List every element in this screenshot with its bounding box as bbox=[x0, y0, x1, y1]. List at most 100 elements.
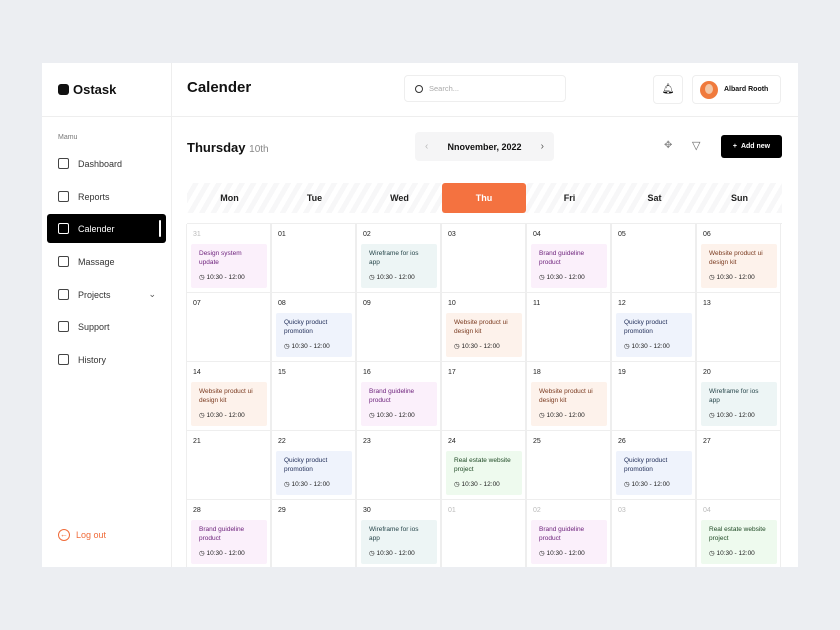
event-card[interactable]: Quicky product promotion ◷ 10:30 - 12:00 bbox=[276, 451, 352, 495]
event-card[interactable]: Brand guideline product ◷ 10:30 - 12:00 bbox=[531, 520, 607, 564]
event-card[interactable]: Wireframe for ios app ◷ 10:30 - 12:00 bbox=[701, 382, 777, 426]
event-time-text: 10:30 - 12:00 bbox=[461, 481, 500, 488]
event-card[interactable]: Brand guideline product ◷ 10:30 - 12:00 bbox=[531, 244, 607, 288]
day-cell[interactable]: 19 bbox=[611, 362, 696, 431]
day-cell[interactable]: 18 Website product ui design kit ◷ 10:30 -… bbox=[526, 362, 611, 431]
day-cell[interactable]: 23 bbox=[356, 431, 441, 500]
event-time: ◷ 10:30 - 12:00 bbox=[369, 274, 415, 281]
event-time-text: 10:30 - 12:00 bbox=[291, 481, 330, 488]
event-card[interactable]: Wireframe for ios app ◷ 10:30 - 12:00 bbox=[361, 244, 437, 288]
notifications-button[interactable]: 🔔︎ bbox=[653, 75, 683, 104]
day-cell[interactable]: 03 bbox=[611, 500, 696, 567]
event-title: Quicky product promotion bbox=[624, 319, 668, 335]
search-input[interactable]: Search... bbox=[404, 75, 566, 102]
sidebar-item-calender[interactable]: Calender bbox=[47, 214, 166, 243]
divider bbox=[42, 116, 172, 117]
day-cell[interactable]: 31 Design system update ◷ 10:30 - 12:00 bbox=[186, 224, 271, 293]
logout-button[interactable]: ← Log out bbox=[58, 529, 106, 541]
day-cell[interactable]: 01 bbox=[441, 500, 526, 567]
event-card[interactable]: Real estate website project ◷ 10:30 - 12:… bbox=[701, 520, 777, 564]
day-cell[interactable]: 11 bbox=[526, 293, 611, 362]
day-number: 21 bbox=[193, 438, 201, 445]
event-card[interactable]: Wireframe for ios app ◷ 10:30 - 12:00 bbox=[361, 520, 437, 564]
day-cell[interactable]: 24 Real estate website project ◷ 10:30 - 1… bbox=[441, 431, 526, 500]
app-window: Ostask Mamu Dashboard Reports Calender Mass… bbox=[42, 63, 798, 567]
day-cell[interactable]: 12 Quicky product promotion ◷ 10:30 - 12:0… bbox=[611, 293, 696, 362]
sidebar-item-support[interactable]: Support bbox=[47, 312, 166, 341]
event-title: Quicky product promotion bbox=[284, 457, 328, 473]
event-card[interactable]: Brand guideline product ◷ 10:30 - 12:00 bbox=[191, 520, 267, 564]
event-time-text: 10:30 - 12:00 bbox=[376, 274, 415, 281]
day-cell[interactable]: 07 bbox=[186, 293, 271, 362]
day-cell[interactable]: 28 Brand guideline product ◷ 10:30 - 12:00 bbox=[186, 500, 271, 567]
day-number: 30 bbox=[363, 507, 371, 514]
event-card[interactable]: Website product ui design kit ◷ 10:30 - 1… bbox=[531, 382, 607, 426]
event-card[interactable]: Quicky product promotion ◷ 10:30 - 12:00 bbox=[616, 313, 692, 357]
day-cell[interactable]: 03 bbox=[441, 224, 526, 293]
day-cell[interactable]: 08 Quicky product promotion ◷ 10:30 - 12:0… bbox=[271, 293, 356, 362]
user-menu[interactable]: Albard Rooth bbox=[692, 75, 781, 104]
day-number: 18 bbox=[533, 369, 541, 376]
event-time: ◷ 10:30 - 12:00 bbox=[199, 550, 245, 557]
day-cell[interactable]: 05 bbox=[611, 224, 696, 293]
day-number: 04 bbox=[703, 507, 711, 514]
day-number: 24 bbox=[448, 438, 456, 445]
filter-icon[interactable]: ▽ bbox=[692, 140, 701, 152]
day-cell[interactable]: 04 Brand guideline product ◷ 10:30 - 12:00 bbox=[526, 224, 611, 293]
logo[interactable]: Ostask bbox=[58, 81, 116, 97]
weekday-wed: Wed bbox=[390, 193, 409, 203]
add-new-button[interactable]: + Add new bbox=[721, 135, 782, 158]
search-placeholder: Search... bbox=[429, 84, 460, 93]
event-card[interactable]: Design system update ◷ 10:30 - 12:00 bbox=[191, 244, 267, 288]
day-cell[interactable]: 15 bbox=[271, 362, 356, 431]
event-time: ◷ 10:30 - 12:00 bbox=[624, 343, 670, 350]
day-number: 01 bbox=[278, 231, 286, 238]
sidebar-item-massage[interactable]: Massage bbox=[47, 247, 166, 276]
event-card[interactable]: Website product ui design kit ◷ 10:30 - 1… bbox=[701, 244, 777, 288]
move-icon[interactable]: ✥ bbox=[664, 140, 673, 151]
chevron-down-icon[interactable]: ⌄ bbox=[148, 289, 156, 299]
event-card[interactable]: Real estate website project ◷ 10:30 - 12:… bbox=[446, 451, 522, 495]
day-cell[interactable]: 21 bbox=[186, 431, 271, 500]
next-month-button[interactable]: › bbox=[540, 141, 544, 152]
day-cell[interactable]: 13 bbox=[696, 293, 781, 362]
event-card[interactable]: Quicky product promotion ◷ 10:30 - 12:00 bbox=[276, 313, 352, 357]
event-card[interactable]: Brand guideline product ◷ 10:30 - 12:00 bbox=[361, 382, 437, 426]
day-cell[interactable]: 14 Website product ui design kit ◷ 10:30 -… bbox=[186, 362, 271, 431]
event-card[interactable]: Website product ui design kit ◷ 10:30 - 1… bbox=[191, 382, 267, 426]
day-cell[interactable]: 17 bbox=[441, 362, 526, 431]
day-cell[interactable]: 02 Brand guideline product ◷ 10:30 - 12:00 bbox=[526, 500, 611, 567]
sidebar-item-label: Support bbox=[78, 321, 110, 332]
sidebar-item-reports[interactable]: Reports bbox=[47, 182, 166, 211]
event-card[interactable]: Quicky product promotion ◷ 10:30 - 12:00 bbox=[616, 451, 692, 495]
sidebar-item-history[interactable]: History bbox=[47, 345, 166, 374]
day-cell[interactable]: 25 bbox=[526, 431, 611, 500]
day-cell[interactable]: 20 Wireframe for ios app ◷ 10:30 - 12:00 bbox=[696, 362, 781, 431]
sidebar-item-label: History bbox=[78, 354, 107, 365]
day-cell[interactable]: 01 bbox=[271, 224, 356, 293]
event-card[interactable]: Website product ui design kit ◷ 10:30 - 1… bbox=[446, 313, 522, 357]
prev-month-button[interactable]: ‹ bbox=[425, 141, 429, 152]
sidebar-item-dashboard[interactable]: Dashboard bbox=[47, 149, 166, 178]
day-cell[interactable]: 02 Wireframe for ios app ◷ 10:30 - 12:00 bbox=[356, 224, 441, 293]
day-cell[interactable]: 09 bbox=[356, 293, 441, 362]
day-cell[interactable]: 27 bbox=[696, 431, 781, 500]
sidebar-item-label: Dashboard bbox=[78, 158, 123, 169]
day-number: 31 bbox=[193, 231, 201, 238]
day-cell[interactable]: 04 Real estate website project ◷ 10:30 - 1… bbox=[696, 500, 781, 567]
sidebar-item-projects[interactable]: Projects ⌄ bbox=[47, 280, 166, 309]
day-number: 03 bbox=[618, 507, 626, 514]
day-cell[interactable]: 10 Website product ui design kit ◷ 10:30 -… bbox=[441, 293, 526, 362]
day-cell[interactable]: 29 bbox=[271, 500, 356, 567]
event-time-text: 10:30 - 12:00 bbox=[716, 412, 755, 419]
headphones-icon bbox=[58, 321, 69, 332]
day-cell[interactable]: 16 Brand guideline product ◷ 10:30 - 12:00 bbox=[356, 362, 441, 431]
day-cell[interactable]: 06 Website product ui design kit ◷ 10:30 -… bbox=[696, 224, 781, 293]
event-title: Brand guideline product bbox=[199, 526, 245, 542]
day-cell[interactable]: 30 Wireframe for ios app ◷ 10:30 - 12:00 bbox=[356, 500, 441, 567]
weekday-sun: Sun bbox=[731, 193, 748, 203]
event-title: Quicky product promotion bbox=[284, 319, 328, 335]
event-title: Website product ui design kit bbox=[454, 319, 508, 335]
day-cell[interactable]: 26 Quicky product promotion ◷ 10:30 - 12:0… bbox=[611, 431, 696, 500]
day-cell[interactable]: 22 Quicky product promotion ◷ 10:30 - 12:0… bbox=[271, 431, 356, 500]
